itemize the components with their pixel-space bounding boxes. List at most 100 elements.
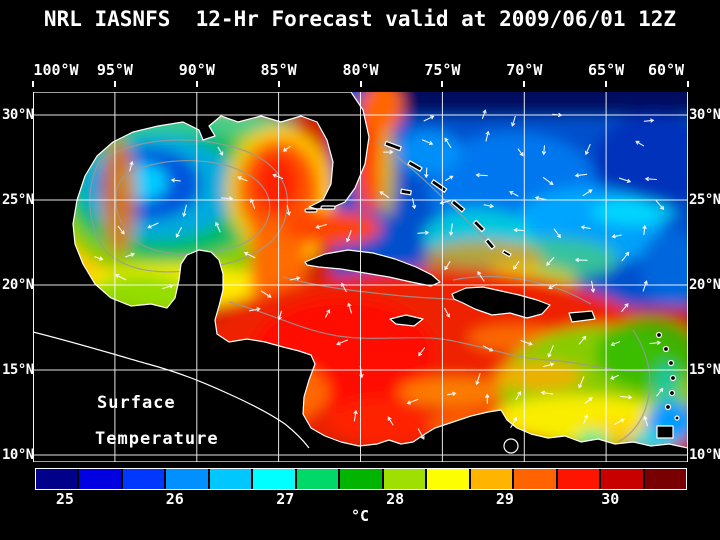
current-vector-arrow — [417, 428, 425, 440]
current-vector-arrow — [644, 176, 658, 182]
current-vector-arrow — [475, 373, 481, 386]
lon-tick-mark — [687, 81, 689, 87]
current-vector-arrow — [383, 149, 394, 155]
hispaniola — [451, 286, 551, 319]
current-vector-arrow — [513, 227, 524, 233]
current-vector-arrow — [418, 347, 426, 357]
current-vector-arrow — [656, 387, 664, 397]
current-vector-arrow — [610, 341, 621, 347]
lon-axis-label: 80°W — [342, 61, 379, 79]
sst-color-cell — [79, 469, 121, 489]
current-vector-arrow — [336, 339, 348, 346]
current-vector-arrow — [582, 189, 593, 197]
sst-color-cell — [514, 469, 556, 489]
current-vector-arrow — [347, 302, 353, 314]
lon-axis-label: 70°W — [506, 61, 543, 79]
lon-tick-mark — [113, 81, 116, 87]
current-vector-arrow — [94, 256, 104, 261]
lat-axis-label-right: 10°N — [689, 447, 720, 463]
lon-axis-label: 85°W — [260, 61, 297, 79]
current-vector-arrow — [574, 257, 588, 263]
lon-tick-mark — [32, 81, 34, 87]
current-vector-arrow — [583, 414, 589, 424]
current-vector-arrow — [511, 115, 516, 127]
current-vector-arrow — [643, 415, 648, 427]
current-vector-arrow — [417, 230, 430, 235]
current-vector-arrow — [379, 191, 390, 199]
current-vector-arrow — [534, 196, 547, 201]
current-vector-arrow — [286, 205, 291, 216]
colorbar-tick-label: 26 — [165, 490, 184, 508]
lon-tick-mark — [195, 81, 198, 87]
current-vector-arrow — [215, 221, 221, 233]
current-vector-arrow — [482, 345, 494, 352]
current-vector-arrow — [447, 391, 457, 396]
current-vector-arrow — [517, 148, 524, 157]
colorbar-tick-label: 27 — [276, 490, 295, 508]
current-vector-arrow — [182, 204, 187, 218]
current-vector-arrow — [315, 224, 327, 229]
lat-axis-label-left: 15°N — [2, 362, 34, 378]
lon-axis-label: 75°W — [424, 61, 461, 79]
current-vector-arrow — [513, 260, 520, 270]
sst-color-cell — [296, 469, 339, 489]
lat-axis-label-left: 25°N — [2, 192, 34, 208]
current-vector-arrow — [289, 276, 301, 281]
current-vector-arrow — [621, 303, 629, 312]
current-vector-arrow — [387, 416, 394, 426]
current-vector-arrow — [147, 222, 159, 229]
overlay-label-temperature: Temperature — [95, 429, 219, 449]
sst-map-canvas: Surface Temperature — [33, 92, 688, 462]
jamaica — [389, 314, 424, 327]
current-vector-arrow — [449, 223, 454, 236]
current-vector-arrow — [260, 290, 272, 298]
sst-color-cell — [470, 469, 513, 489]
current-vector-arrow — [540, 390, 554, 395]
current-vector-arrow — [481, 109, 487, 119]
sst-color-cell — [253, 469, 295, 489]
current-vector-arrow — [610, 374, 620, 380]
sst-color-cell — [209, 469, 252, 489]
sst-color-cell — [166, 469, 208, 489]
current-vector-arrow — [406, 398, 419, 405]
colorbar-tick-label: 30 — [601, 490, 620, 508]
current-vector-arrow — [129, 160, 134, 172]
puerto-rico — [568, 310, 596, 323]
sst-color-cell — [601, 469, 643, 489]
current-vector-arrow — [546, 257, 555, 266]
current-vector-arrow — [547, 345, 554, 358]
lon-axis-label: 90°W — [178, 61, 215, 79]
sst-field — [33, 92, 688, 462]
current-vector-arrow — [220, 196, 234, 201]
sst-color-cell — [36, 469, 78, 489]
current-vector-arrow — [114, 273, 127, 281]
lon-tick-mark — [441, 81, 444, 87]
lon-tick-mark — [605, 81, 608, 87]
colorbar-tick-label: 29 — [495, 490, 514, 508]
current-vector-arrow — [282, 145, 291, 152]
lon-axis-label: 100°W — [33, 61, 79, 79]
lat-axis-label-left: 20°N — [2, 277, 34, 293]
current-vector-arrow — [423, 115, 435, 122]
sst-color-cell — [122, 469, 165, 489]
current-vector-arrow — [642, 224, 647, 236]
lon-axis-label: 95°W — [96, 61, 133, 79]
current-vector-arrow — [543, 362, 555, 368]
current-vector-arrow — [655, 200, 665, 211]
overlay-label-surface: Surface — [97, 393, 176, 413]
colorbar-unit-label: °C — [350, 507, 370, 525]
current-vectors — [94, 109, 665, 440]
sst-color-cell — [383, 469, 426, 489]
pacific-coastline — [33, 331, 310, 449]
current-vector-arrow — [353, 409, 358, 422]
current-vector-arrow — [477, 271, 485, 282]
current-vector-arrow — [611, 234, 622, 239]
current-vector-arrow — [483, 203, 495, 209]
current-vector-arrow — [421, 139, 434, 146]
current-vector-arrow — [553, 228, 561, 239]
current-vector-arrow — [324, 309, 331, 318]
sst-color-cell — [557, 469, 600, 489]
current-vector-arrow — [515, 390, 522, 400]
current-vector-arrow — [580, 225, 591, 230]
lon-tick-mark — [277, 81, 280, 87]
